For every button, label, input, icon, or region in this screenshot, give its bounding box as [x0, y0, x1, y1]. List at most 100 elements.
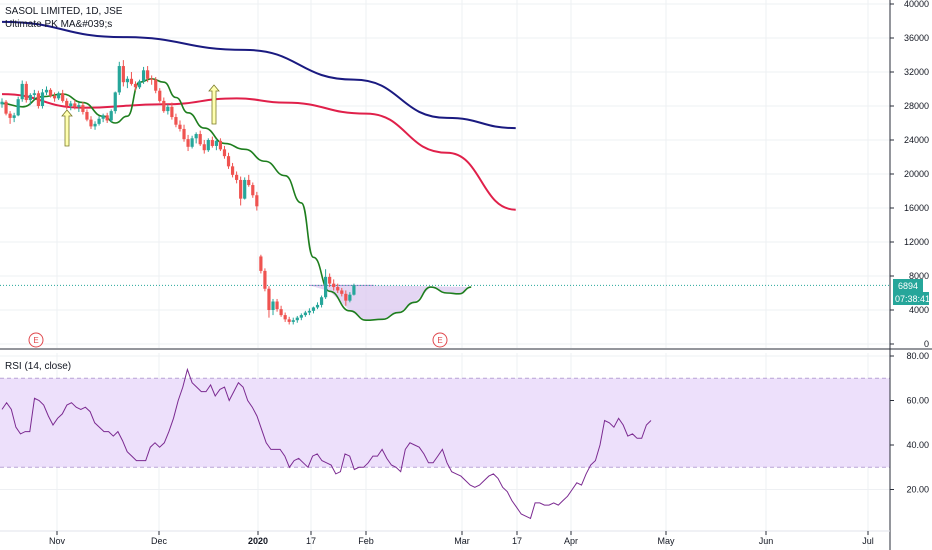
moving-average-lines	[0, 20, 890, 322]
candle-body	[303, 312, 307, 316]
price-y-tick-label: 4000	[909, 305, 929, 315]
candle-body	[12, 115, 16, 118]
buy-signal-arrow	[61, 109, 73, 147]
x-axis-ticks: Nov Dec 2020 17 Feb Mar 17 Apr May Jun Jul	[49, 531, 874, 546]
candle-body	[352, 285, 356, 295]
candle-body	[24, 83, 28, 101]
x-tick-label: 17	[512, 536, 522, 546]
candle-body	[210, 140, 214, 146]
candle-body	[202, 144, 206, 151]
candle-body	[162, 100, 166, 112]
price-y-tick-label: 28000	[904, 101, 929, 111]
ma-short-line	[1, 77, 472, 322]
candle-body	[170, 106, 174, 118]
rsi-line	[1, 367, 652, 520]
earnings-marker-label: E	[33, 336, 38, 345]
indicator-label: Ultimate PK MA&#039;s	[5, 19, 112, 30]
candle-body	[348, 294, 352, 301]
candle-body	[206, 140, 210, 151]
ma-long-line	[1, 20, 516, 130]
candle-body	[291, 320, 295, 322]
candle-body	[271, 301, 275, 310]
candle-body	[324, 276, 328, 298]
candle-body	[186, 139, 190, 147]
candle-body	[279, 309, 283, 316]
candle-body	[263, 270, 267, 289]
candle-body	[85, 111, 89, 120]
candle-body	[190, 138, 194, 147]
price-y-tick-label: 20000	[904, 169, 929, 179]
price-y-tick-label: 40000	[904, 0, 929, 9]
rsi-line-group	[1, 367, 652, 520]
rsi-band-fill	[0, 378, 890, 468]
candle-body	[93, 123, 97, 127]
price-y-tick-label: 8000	[909, 271, 929, 281]
candle-body	[230, 166, 235, 175]
x-tick-label: Jun	[759, 536, 774, 546]
candle-body	[336, 287, 340, 291]
candle-body	[344, 293, 348, 301]
candle-body	[251, 185, 255, 196]
candle-body	[101, 115, 105, 119]
chart-title: SASOL LIMITED, 1D, JSE	[5, 6, 123, 17]
candle-body	[81, 105, 85, 112]
candle-body	[65, 100, 69, 106]
candle-body	[28, 94, 32, 101]
x-tick-label: 17	[306, 536, 316, 546]
candle-body	[48, 89, 53, 96]
price-y-tick-label: 12000	[904, 237, 929, 247]
price-badge: 6894 07:38:41	[893, 279, 930, 305]
countdown-badge-bg	[893, 292, 929, 305]
candle-body	[89, 119, 93, 127]
price-y-tick-label: 36000	[904, 33, 929, 43]
x-tick-label: Mar	[454, 536, 470, 546]
candle-body	[287, 319, 291, 322]
candle-body	[307, 310, 312, 313]
candle-body	[295, 317, 299, 321]
candle-body	[69, 103, 73, 106]
x-tick-label: Feb	[358, 536, 374, 546]
price-y-tick-label: 24000	[904, 135, 929, 145]
candle-body	[267, 288, 271, 310]
candle-body	[194, 134, 198, 139]
rsi-label: RSI (14, close)	[5, 361, 71, 372]
candle-body	[214, 140, 218, 146]
candle-body	[44, 89, 49, 93]
candle-body	[117, 66, 121, 93]
candle-body	[77, 105, 81, 107]
candle-body	[226, 156, 231, 167]
earnings-marker[interactable]	[432, 332, 448, 348]
candle-body	[235, 174, 239, 180]
candle-body	[299, 315, 303, 318]
candle-body	[315, 304, 320, 308]
price-y-tick-label: 16000	[904, 203, 929, 213]
candle-body	[154, 79, 158, 91]
rsi-y-tick-label: 40.00	[906, 440, 929, 450]
candle-body	[178, 124, 182, 129]
candle-body	[182, 128, 186, 140]
candle-body	[340, 290, 344, 294]
price-badge-bg	[893, 279, 923, 292]
candle-body	[16, 99, 20, 116]
candle-body	[332, 283, 336, 288]
candle-body	[166, 106, 170, 112]
candle-body	[243, 179, 247, 199]
candles	[0, 60, 356, 325]
candle-body	[125, 78, 129, 83]
candle-body	[129, 78, 134, 84]
buy-signal-arrow	[208, 84, 220, 125]
ma-mid-line	[1, 93, 516, 211]
candle-body	[239, 179, 243, 199]
candle-body	[255, 195, 259, 207]
candle-body	[137, 81, 142, 88]
candle-body	[158, 90, 162, 101]
rsi-y-tick-label: 80.00	[906, 351, 929, 361]
candle-body	[174, 117, 178, 125]
candle-body	[222, 149, 227, 157]
candle-body	[105, 115, 109, 121]
rsi-y-tick-label: 20.00	[906, 485, 929, 495]
earnings-marker[interactable]	[28, 332, 44, 348]
